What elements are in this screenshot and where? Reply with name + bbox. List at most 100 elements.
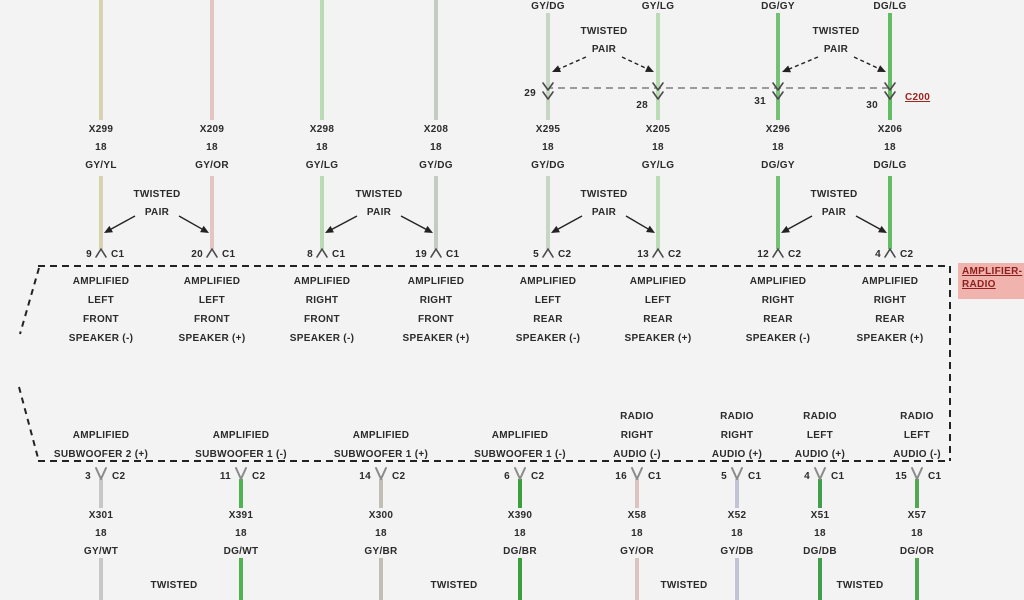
connector-name-label: C2 [531, 471, 545, 482]
pin-number-label: 12 [757, 249, 769, 260]
function-line-label: SUBWOOFER 1 (-) [474, 449, 566, 460]
splice-fork-icon [375, 467, 382, 480]
wire-color-label: GY/DB [720, 546, 754, 557]
wire-color-label: DG/OR [899, 546, 935, 557]
splice-fork-icon [819, 467, 826, 480]
c200-connector-half-icon [542, 82, 554, 91]
twisted-pair-arrowhead-icon [424, 225, 433, 233]
gauge-label: 18 [375, 528, 387, 539]
function-line-label: AUDIO (+) [794, 449, 846, 460]
gauge-label: 18 [652, 142, 664, 153]
gauge-label: 18 [206, 142, 218, 153]
connector-name-label: C1 [222, 249, 236, 260]
circuit-label: X390 [507, 510, 533, 521]
function-line-label: SPEAKER (-) [68, 333, 134, 344]
function-line-label: FRONT [194, 314, 230, 325]
gauge-label: 18 [911, 528, 923, 539]
twisted-pair-arrow-line [110, 215, 136, 230]
twisted-pair-label: PAIR [823, 44, 849, 55]
wire-code-top-label: GY/DG [531, 1, 565, 12]
gauge-label: 18 [514, 528, 526, 539]
wire-color-label: DG/LG [873, 160, 907, 171]
function-line-label: RIGHT [620, 430, 654, 441]
function-line-label: SUBWOOFER 1 (+) [333, 449, 429, 460]
c200-connector-half-icon [772, 91, 784, 100]
function-line-label: AMPLIFIED [519, 276, 577, 287]
function-line-label: LEFT [198, 295, 226, 306]
twisted-pair-label: TWISTED [580, 189, 628, 200]
twisted-pair-arrow-line [855, 215, 881, 230]
connector-name-label: C1 [648, 471, 662, 482]
pin-number-label: 16 [615, 471, 627, 482]
twisted-pair-label: TWISTED [660, 580, 708, 591]
function-line-label: AUDIO (+) [711, 449, 763, 460]
twisted-pair-label: TWISTED [580, 26, 628, 37]
function-line-label: RIGHT [873, 295, 907, 306]
gauge-label: 18 [95, 528, 107, 539]
amplifier-radio-box-left-lower [18, 386, 39, 459]
gauge-label: 18 [430, 142, 442, 153]
twisted-pair-arrowhead-icon [877, 65, 886, 72]
twisted-pair-arrow-line [625, 215, 649, 230]
function-line-label: AMPLIFIED [72, 276, 130, 287]
gauge-label: 18 [95, 142, 107, 153]
function-line-label: SPEAKER (+) [402, 333, 470, 344]
function-line-label: AMPLIFIED [293, 276, 351, 287]
connector-name-label: C2 [392, 471, 406, 482]
pin-number-label: 20 [191, 249, 203, 260]
twisted-pair-label: TWISTED [812, 26, 860, 37]
function-line-label: AMPLIFIED [749, 276, 807, 287]
c200-connector-label: C200 [905, 92, 931, 103]
wire-color-label: DG/DB [803, 546, 837, 557]
function-line-label: RADIO [803, 411, 837, 422]
pin-connector-icon [652, 248, 664, 258]
c200-pin-number-label: 30 [866, 100, 878, 111]
pin-number-label: 4 [804, 471, 810, 482]
connector-name-label: C2 [788, 249, 802, 260]
gauge-label: 18 [316, 142, 328, 153]
twisted-pair-arrowhead-icon [551, 225, 560, 233]
pin-number-label: 13 [637, 249, 649, 260]
twisted-pair-arrow-line [787, 215, 813, 230]
twisted-pair-arrow-line [559, 56, 587, 70]
pin-number-label: 4 [875, 249, 881, 260]
function-line-label: FRONT [304, 314, 340, 325]
connector-name-label: C1 [748, 471, 762, 482]
function-line-label: AMPLIFIED [72, 430, 130, 441]
function-line-label: SPEAKER (-) [745, 333, 811, 344]
connector-name-label: C1 [111, 249, 125, 260]
function-line-label: REAR [763, 314, 793, 325]
splice-fork-icon [916, 467, 923, 480]
function-line-label: RADIO [900, 411, 934, 422]
connector-name-label: C1 [831, 471, 845, 482]
function-line-label: LEFT [534, 295, 562, 306]
pin-number-label: 14 [359, 471, 371, 482]
twisted-pair-label: PAIR [366, 207, 392, 218]
function-line-label: FRONT [418, 314, 454, 325]
function-line-label: RIGHT [761, 295, 795, 306]
twisted-pair-label: PAIR [144, 207, 170, 218]
circuit-label: X208 [423, 124, 449, 135]
twisted-pair-label: PAIR [591, 207, 617, 218]
splice-fork-icon [95, 467, 102, 480]
pin-number-label: 5 [533, 249, 539, 260]
twisted-pair-label: PAIR [821, 207, 847, 218]
wire-color-label: GY/BR [364, 546, 398, 557]
function-line-label: REAR [875, 314, 905, 325]
pin-connector-icon [316, 248, 328, 258]
wire-color-label: GY/LG [641, 160, 675, 171]
badge-line-1: AMPLIFIER- [962, 266, 1023, 277]
gauge-label: 18 [772, 142, 784, 153]
gauge-label: 18 [731, 528, 743, 539]
circuit-label: X295 [535, 124, 561, 135]
gauge-label: 18 [631, 528, 643, 539]
function-line-label: AMPLIFIED [352, 430, 410, 441]
pin-number-label: 8 [307, 249, 313, 260]
twisted-pair-label: TWISTED [150, 580, 198, 591]
wire-color-label: DG/GY [761, 160, 795, 171]
gauge-label: 18 [542, 142, 554, 153]
twisted-pair-arrowhead-icon [645, 65, 654, 72]
gauge-label: 18 [814, 528, 826, 539]
splice-fork-icon [380, 467, 387, 480]
